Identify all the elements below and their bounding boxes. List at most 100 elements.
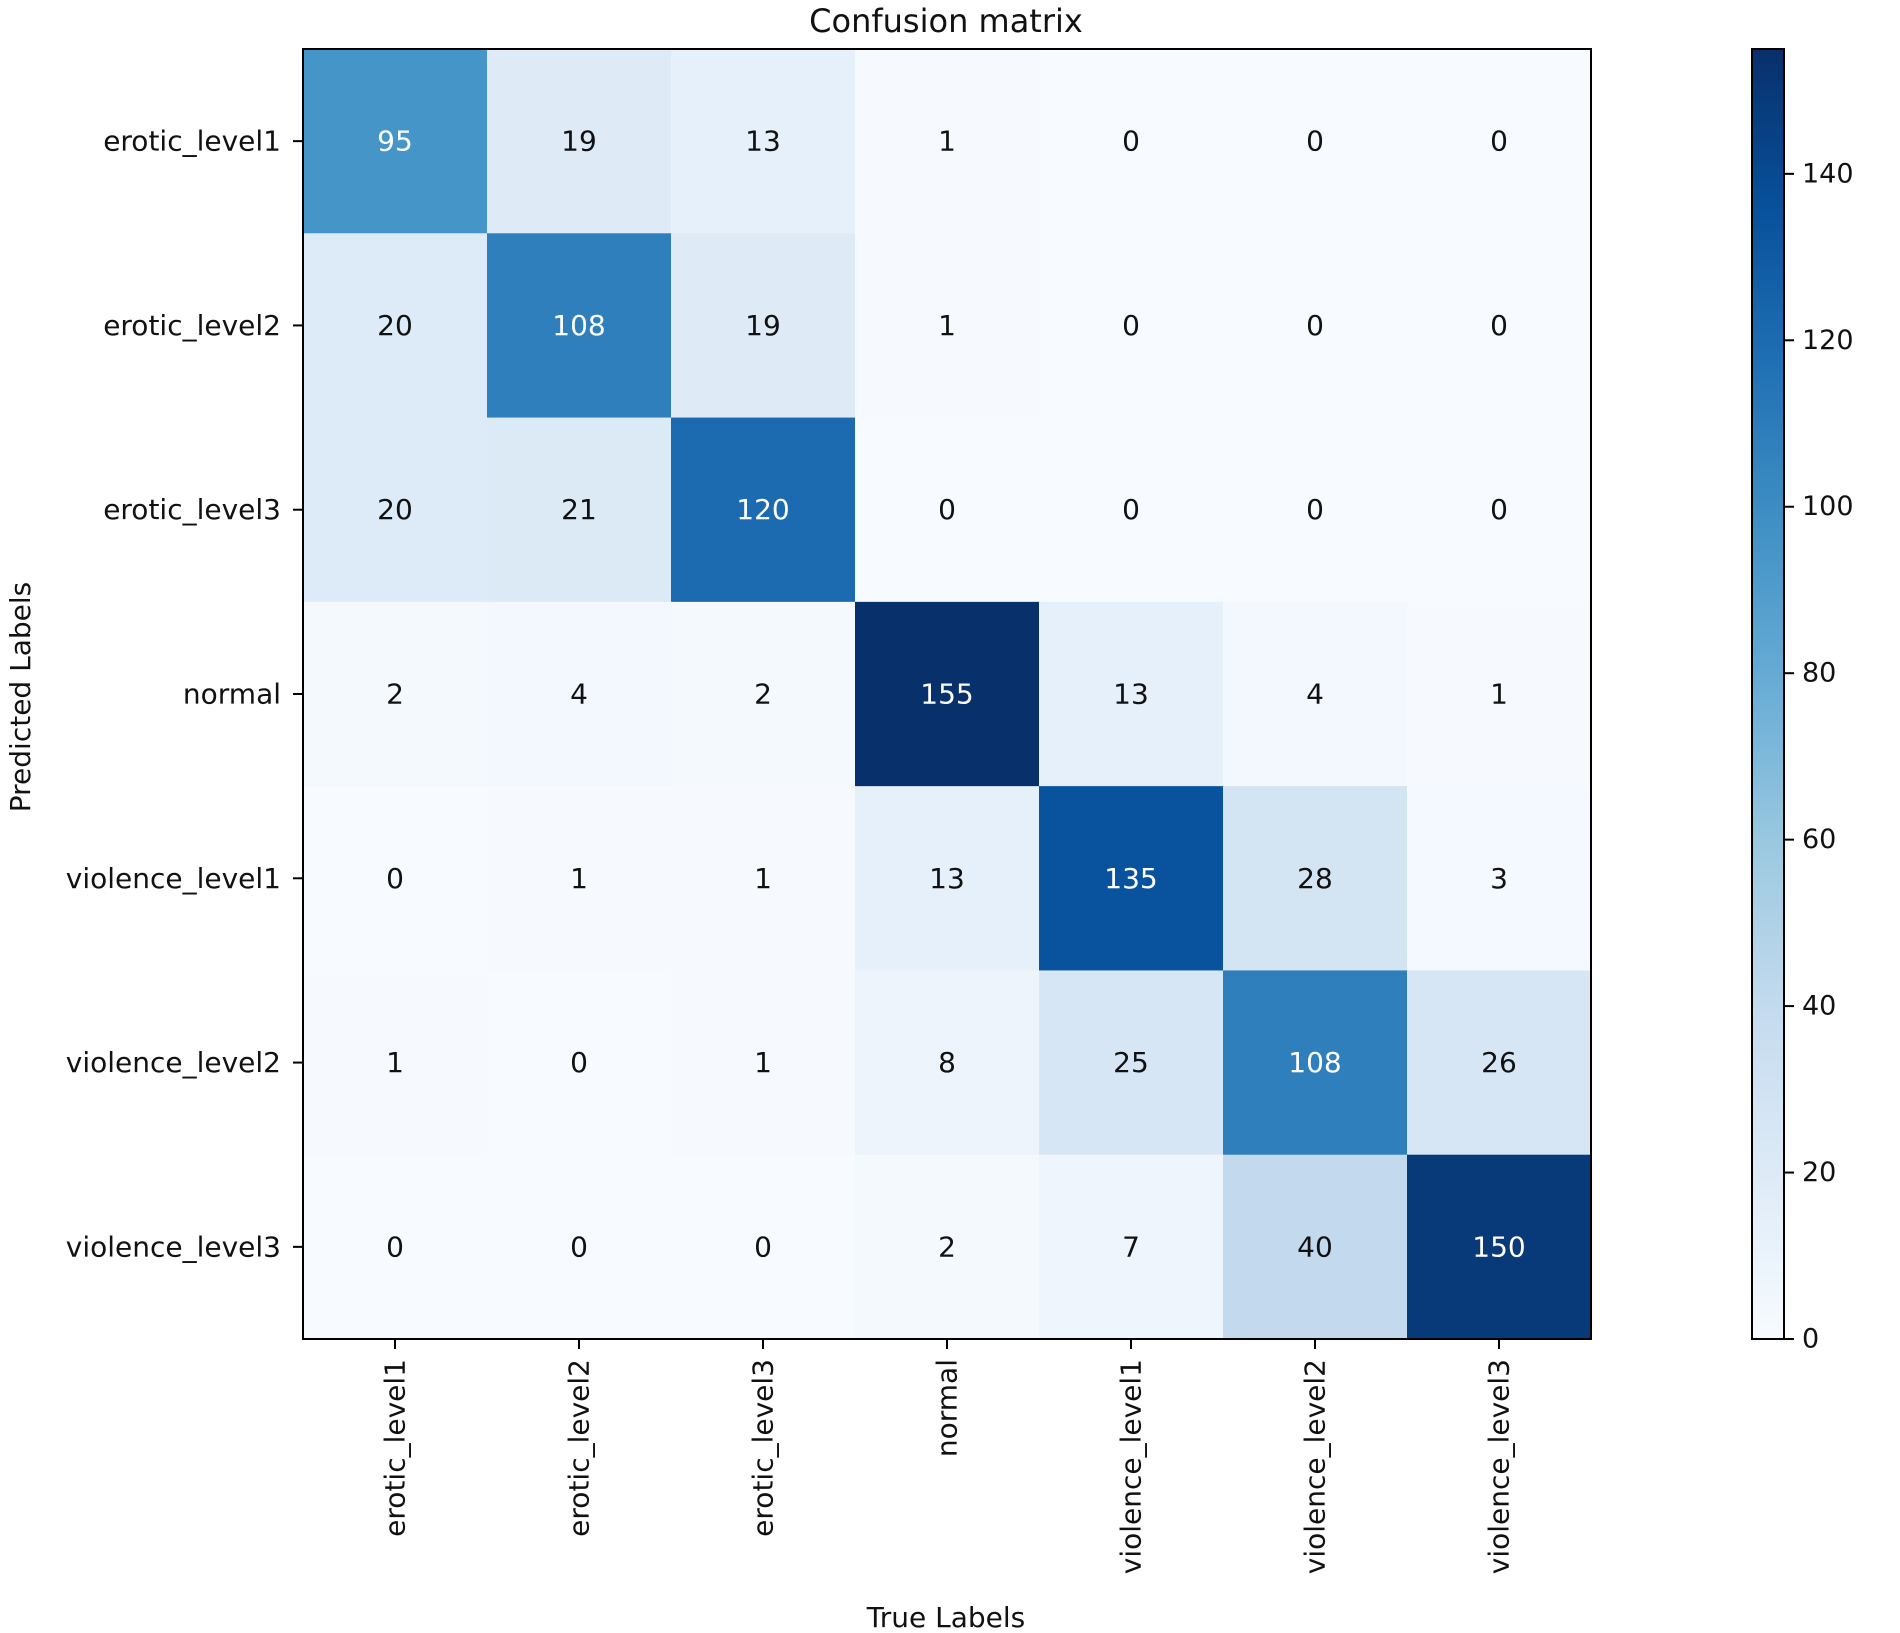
heatmap-cell	[671, 601, 856, 787]
x-tick-label: erotic_level2	[563, 1359, 596, 1537]
heatmap-cell	[671, 233, 856, 419]
cell-value-label: 1	[754, 1046, 772, 1079]
cell-value-label: 1	[938, 125, 956, 158]
colorbar	[1751, 48, 1785, 1340]
x-tick-label: erotic_level3	[747, 1359, 780, 1537]
heatmap-cell	[487, 233, 672, 419]
heatmap-cell-labels: 95 19 13 1 0 0 020 108 19 1 0 0 020 21 120 0 0 0 02 4 2 155 13…	[377, 125, 1526, 1264]
cell-value-label: 2	[754, 678, 772, 711]
y-tick-label: violence_level2	[66, 1046, 281, 1079]
cell-value-label: 0	[754, 1230, 772, 1263]
heatmap-cell	[1223, 786, 1408, 972]
heatmap-cell	[487, 970, 672, 1156]
cell-value-label: 1	[938, 309, 956, 342]
cell-value-label: 3	[1490, 862, 1508, 895]
cell-value-label: 7	[1122, 1230, 1140, 1263]
cell-value-label: 0	[1490, 309, 1508, 342]
cell-value-label: 135	[1104, 862, 1157, 895]
cell-value-label: 40	[1297, 1230, 1333, 1263]
colorbar-tick-label: 20	[1802, 1157, 1836, 1188]
heatmap-cell	[1039, 417, 1224, 603]
cell-value-label: 0	[386, 862, 404, 895]
y-tick-label: normal	[183, 678, 281, 711]
x-tick-label: normal	[931, 1359, 964, 1457]
cell-value-label: 19	[561, 125, 597, 158]
heatmap-cell	[1407, 786, 1592, 972]
cell-value-label: 1	[1490, 678, 1508, 711]
cell-value-label: 25	[1113, 1046, 1149, 1079]
heatmap-cell	[1039, 49, 1224, 234]
heatmap-cell	[855, 970, 1040, 1156]
y-axis-ticks: erotic_level1 erotic_level2 erotic_level3n…	[66, 125, 303, 1263]
colorbar-tick-label: 0	[1802, 1324, 1819, 1355]
heatmap-cell	[1039, 970, 1224, 1156]
cell-value-label: 0	[386, 1230, 404, 1263]
cell-value-label: 0	[1490, 493, 1508, 526]
heatmap-cell	[1407, 49, 1592, 234]
x-tick-label: violence_level3	[1483, 1359, 1516, 1574]
colorbar-tick-label: 120	[1802, 325, 1854, 356]
cell-value-label: 0	[570, 1046, 588, 1079]
cell-value-label: 0	[1306, 125, 1324, 158]
cell-value-label: 0	[1306, 309, 1324, 342]
heatmap-cell	[855, 233, 1040, 419]
heatmap-cell	[487, 1154, 672, 1340]
cell-value-label: 13	[1113, 678, 1149, 711]
cell-value-label: 1	[570, 862, 588, 895]
cell-value-label: 21	[561, 493, 597, 526]
cell-value-label: 155	[920, 678, 973, 711]
cell-value-label: 13	[929, 862, 965, 895]
y-tick-label: violence_level3	[66, 1230, 281, 1263]
heatmap-cell	[1407, 970, 1592, 1156]
heatmap-cell	[303, 417, 488, 603]
cell-value-label: 108	[552, 309, 605, 342]
colorbar-tick-label: 40	[1802, 991, 1836, 1022]
cell-value-label: 4	[1306, 678, 1324, 711]
heatmap-cell	[671, 970, 856, 1156]
cell-value-label: 4	[570, 678, 588, 711]
heatmap-cell	[303, 786, 488, 972]
y-axis-label: Predicted Labels	[4, 582, 37, 812]
cell-value-label: 26	[1481, 1046, 1517, 1079]
cell-value-label: 0	[1122, 125, 1140, 158]
cell-value-label: 0	[1490, 125, 1508, 158]
heatmap-cell	[1223, 970, 1408, 1156]
heatmap-cell	[855, 49, 1040, 234]
y-tick-label: violence_level1	[66, 862, 281, 895]
cell-value-label: 150	[1472, 1230, 1525, 1263]
heatmap-cell	[855, 786, 1040, 972]
cell-value-label: 19	[745, 309, 781, 342]
colorbar-tick-label: 100	[1802, 491, 1854, 522]
cell-value-label: 95	[377, 125, 413, 158]
heatmap-cell	[855, 1154, 1040, 1340]
y-tick-label: erotic_level2	[103, 309, 281, 342]
x-axis-ticks: erotic_level1 erotic_level2 erotic_level3 n…	[379, 1339, 1516, 1574]
cell-value-label: 0	[938, 493, 956, 526]
cell-value-label: 108	[1288, 1046, 1341, 1079]
cell-value-label: 28	[1297, 862, 1333, 895]
cell-value-label: 8	[938, 1046, 956, 1079]
x-tick-label: violence_level1	[1115, 1359, 1148, 1574]
heatmap-cell	[1223, 1154, 1408, 1340]
heatmap-cell	[303, 601, 488, 787]
colorbar-tick-label: 80	[1802, 658, 1836, 689]
heatmap-cell	[1039, 233, 1224, 419]
heatmap-cell	[1407, 417, 1592, 603]
colorbar-tick-label: 140	[1802, 158, 1854, 189]
heatmap-cell	[303, 233, 488, 419]
heatmap-cell	[303, 49, 488, 234]
heatmap-cell	[671, 417, 856, 603]
heatmap-cell	[855, 417, 1040, 603]
heatmap-cell	[1407, 1154, 1592, 1340]
heatmap-cell	[1223, 233, 1408, 419]
heatmap-cell	[303, 970, 488, 1156]
y-tick-label: erotic_level1	[103, 125, 281, 158]
cell-value-label: 0	[570, 1230, 588, 1263]
cell-value-label: 2	[386, 678, 404, 711]
heatmap-cell	[671, 49, 856, 234]
heatmap-cell	[487, 601, 672, 787]
heatmap-cell	[1039, 1154, 1224, 1340]
heatmap-cell	[303, 1154, 488, 1340]
cell-value-label: 13	[745, 125, 781, 158]
